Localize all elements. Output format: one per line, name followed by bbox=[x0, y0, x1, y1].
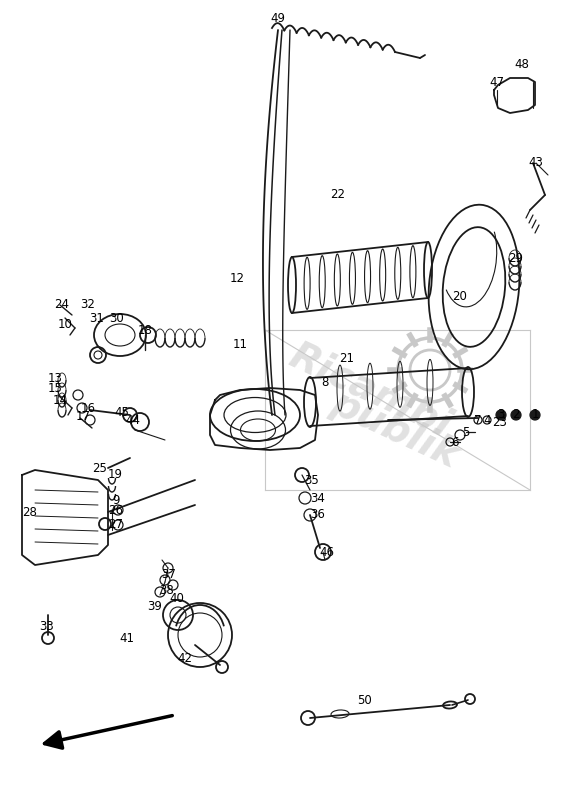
Text: 2: 2 bbox=[512, 409, 520, 422]
Text: 9: 9 bbox=[112, 494, 120, 506]
Text: 32: 32 bbox=[81, 298, 95, 311]
Text: 46: 46 bbox=[319, 546, 335, 559]
Text: 25: 25 bbox=[92, 462, 107, 474]
Text: 27: 27 bbox=[109, 518, 123, 530]
Text: Ricambi: Ricambi bbox=[283, 336, 457, 444]
Text: 20: 20 bbox=[453, 290, 467, 303]
Text: 34: 34 bbox=[311, 491, 325, 505]
Text: 12: 12 bbox=[230, 271, 245, 285]
Text: 24: 24 bbox=[54, 298, 69, 311]
Text: 5: 5 bbox=[463, 426, 470, 438]
Text: 42: 42 bbox=[178, 651, 193, 665]
Text: 14: 14 bbox=[53, 394, 68, 406]
Text: 36: 36 bbox=[311, 509, 325, 522]
Text: 28: 28 bbox=[23, 506, 37, 518]
Text: 44: 44 bbox=[126, 414, 141, 426]
Text: 16: 16 bbox=[81, 402, 96, 414]
Text: 8: 8 bbox=[321, 377, 329, 390]
Text: 23: 23 bbox=[492, 415, 507, 429]
Text: 41: 41 bbox=[120, 631, 134, 645]
Text: 22: 22 bbox=[331, 189, 346, 202]
Text: 17: 17 bbox=[75, 410, 91, 422]
Text: 10: 10 bbox=[58, 318, 72, 331]
Text: 11: 11 bbox=[232, 338, 248, 351]
Text: 21: 21 bbox=[339, 351, 354, 365]
Text: 35: 35 bbox=[305, 474, 319, 487]
Circle shape bbox=[511, 410, 521, 420]
Circle shape bbox=[530, 410, 540, 420]
Text: 15: 15 bbox=[47, 382, 62, 394]
Text: 47: 47 bbox=[489, 77, 505, 90]
Text: 18: 18 bbox=[138, 323, 152, 337]
Text: 4: 4 bbox=[483, 414, 491, 426]
Text: 19: 19 bbox=[107, 469, 123, 482]
Text: 37: 37 bbox=[162, 567, 176, 581]
Text: 3: 3 bbox=[498, 409, 505, 422]
Text: 7: 7 bbox=[474, 414, 482, 426]
Text: 30: 30 bbox=[110, 311, 124, 325]
Text: 48: 48 bbox=[515, 58, 530, 71]
Text: 31: 31 bbox=[89, 311, 105, 325]
Text: publik: publik bbox=[325, 384, 465, 476]
Text: 26: 26 bbox=[109, 503, 123, 517]
Text: 45: 45 bbox=[114, 406, 130, 418]
Text: 49: 49 bbox=[270, 11, 286, 25]
Text: 50: 50 bbox=[357, 694, 371, 706]
Text: 43: 43 bbox=[529, 157, 544, 170]
Circle shape bbox=[496, 410, 506, 420]
Text: 39: 39 bbox=[148, 599, 162, 613]
Text: 38: 38 bbox=[159, 583, 175, 597]
Text: 29: 29 bbox=[509, 251, 523, 265]
Text: 13: 13 bbox=[47, 371, 62, 385]
Text: 40: 40 bbox=[169, 591, 185, 605]
Text: 6: 6 bbox=[451, 435, 459, 449]
Text: 33: 33 bbox=[40, 621, 54, 634]
Text: 1: 1 bbox=[531, 409, 539, 422]
